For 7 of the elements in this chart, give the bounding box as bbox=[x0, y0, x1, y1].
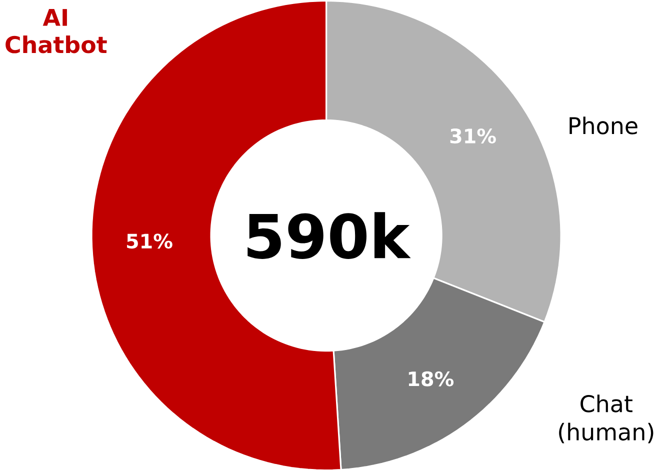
data-label: 51% bbox=[127, 234, 172, 249]
text: 590k bbox=[248, 212, 411, 259]
data-label: 31% bbox=[450, 128, 496, 144]
data-label: 18% bbox=[408, 371, 454, 386]
slice-label: Chat (human) bbox=[559, 394, 654, 444]
slice-label: Phone bbox=[570, 116, 638, 134]
slice-label: AI Chatbot bbox=[6, 9, 107, 54]
